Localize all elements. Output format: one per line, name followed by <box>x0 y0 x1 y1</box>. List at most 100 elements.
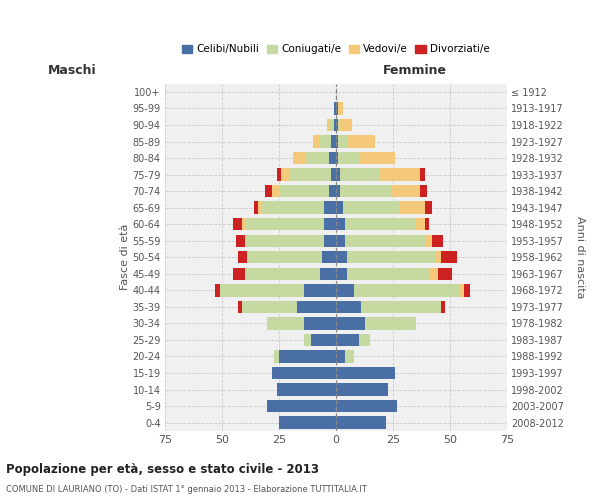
Bar <box>425 234 431 247</box>
Bar <box>441 251 457 264</box>
Bar <box>238 300 242 313</box>
Bar <box>336 367 395 379</box>
Bar <box>329 119 334 131</box>
Bar <box>245 218 325 230</box>
Bar <box>430 268 439 280</box>
Bar <box>340 119 352 131</box>
Bar <box>338 136 347 147</box>
Bar <box>238 251 247 264</box>
Bar <box>464 284 470 296</box>
Bar <box>425 202 431 214</box>
Bar <box>329 152 336 164</box>
Bar <box>347 251 436 264</box>
Bar <box>336 251 347 264</box>
Bar <box>336 350 345 362</box>
Bar <box>441 300 445 313</box>
Bar <box>365 317 416 330</box>
Bar <box>304 317 336 330</box>
Bar <box>336 185 340 198</box>
Bar <box>416 218 425 230</box>
Bar <box>336 400 397 412</box>
Bar <box>268 400 336 412</box>
Bar <box>331 136 336 147</box>
Bar <box>336 334 359 346</box>
Bar <box>259 202 260 214</box>
Bar <box>379 168 420 181</box>
Bar <box>254 202 259 214</box>
Bar <box>304 284 336 296</box>
Bar <box>272 367 336 379</box>
Bar <box>436 251 441 264</box>
Bar <box>320 136 331 147</box>
Bar <box>336 416 386 429</box>
Bar <box>247 251 322 264</box>
Bar <box>331 168 336 181</box>
Bar <box>359 152 395 164</box>
Bar <box>359 334 370 346</box>
Text: Femmine: Femmine <box>383 64 446 76</box>
Bar <box>320 268 336 280</box>
Bar <box>347 268 430 280</box>
Bar <box>279 185 329 198</box>
Bar <box>459 284 464 296</box>
Bar <box>334 119 336 131</box>
Bar <box>297 300 336 313</box>
Bar <box>260 202 325 214</box>
Bar <box>338 102 343 115</box>
Bar <box>336 234 345 247</box>
Bar <box>345 350 354 362</box>
Bar <box>336 136 338 147</box>
Bar <box>293 152 306 164</box>
Text: COMUNE DI LAURIANO (TO) - Dati ISTAT 1° gennaio 2013 - Elaborazione TUTTITALIA.I: COMUNE DI LAURIANO (TO) - Dati ISTAT 1° … <box>6 486 367 494</box>
Bar <box>242 300 297 313</box>
Bar <box>304 334 311 346</box>
Y-axis label: Fasce di età: Fasce di età <box>119 224 130 290</box>
Bar <box>336 268 347 280</box>
Bar <box>313 136 320 147</box>
Bar <box>245 268 320 280</box>
Bar <box>431 234 443 247</box>
Bar <box>279 416 336 429</box>
Bar <box>272 185 279 198</box>
Bar <box>233 268 245 280</box>
Bar <box>327 119 329 131</box>
Bar <box>325 234 336 247</box>
Bar <box>347 136 374 147</box>
Bar <box>439 268 452 280</box>
Bar <box>340 168 379 181</box>
Bar <box>281 168 290 181</box>
Bar <box>338 119 340 131</box>
Bar <box>306 152 329 164</box>
Bar <box>336 284 354 296</box>
Bar <box>336 317 365 330</box>
Bar <box>336 218 345 230</box>
Bar <box>336 384 388 396</box>
Bar <box>336 152 338 164</box>
Bar <box>311 334 336 346</box>
Bar <box>322 251 336 264</box>
Bar <box>391 185 420 198</box>
Bar <box>233 218 242 230</box>
Bar <box>420 168 425 181</box>
Bar <box>334 102 336 115</box>
Bar <box>329 185 336 198</box>
Text: Maschi: Maschi <box>48 64 97 76</box>
Bar <box>274 350 279 362</box>
Bar <box>340 185 391 198</box>
Bar <box>277 384 336 396</box>
Bar <box>420 185 427 198</box>
Bar <box>242 218 245 230</box>
Bar <box>336 300 361 313</box>
Bar <box>279 350 336 362</box>
Bar <box>354 284 459 296</box>
Bar <box>325 218 336 230</box>
Bar <box>336 202 343 214</box>
Bar <box>361 300 441 313</box>
Bar <box>290 168 331 181</box>
Bar <box>400 202 425 214</box>
Text: Popolazione per età, sesso e stato civile - 2013: Popolazione per età, sesso e stato civil… <box>6 462 319 475</box>
Bar <box>338 152 359 164</box>
Bar <box>336 168 340 181</box>
Bar <box>215 284 220 296</box>
Legend: Celibi/Nubili, Coniugati/e, Vedovi/e, Divorziati/e: Celibi/Nubili, Coniugati/e, Vedovi/e, Di… <box>178 40 494 58</box>
